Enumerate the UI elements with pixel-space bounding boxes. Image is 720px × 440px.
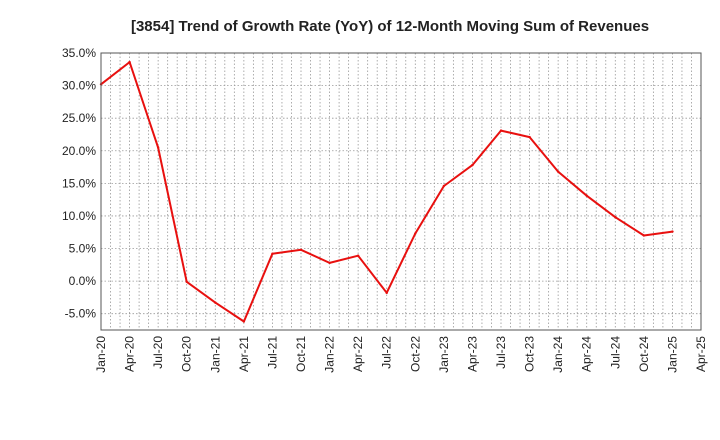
data-point bbox=[442, 184, 446, 188]
data-point bbox=[214, 301, 217, 304]
y-tick-label: 5.0% bbox=[69, 242, 97, 256]
x-tick-label: Apr-20 bbox=[123, 336, 137, 372]
x-tick-label: Jan-22 bbox=[323, 336, 337, 373]
y-tick-label: 15.0% bbox=[62, 176, 96, 190]
data-point bbox=[671, 230, 674, 233]
x-tick-label: Jan-24 bbox=[551, 336, 565, 373]
x-tick-label: Apr-24 bbox=[580, 336, 594, 372]
data-point bbox=[614, 216, 617, 219]
data-point bbox=[271, 252, 274, 255]
x-tick-label: Jan-25 bbox=[665, 336, 679, 373]
x-tick-label: Apr-22 bbox=[351, 336, 365, 372]
x-tick-label: Jul-21 bbox=[265, 336, 279, 369]
data-point bbox=[385, 291, 388, 295]
x-tick-label: Oct-23 bbox=[523, 336, 537, 372]
data-point bbox=[414, 232, 417, 235]
data-point bbox=[156, 146, 160, 149]
data-point bbox=[556, 170, 560, 173]
x-tick-label: Jan-20 bbox=[94, 336, 108, 373]
x-tick-label: Oct-21 bbox=[294, 336, 308, 372]
y-tick-label: 30.0% bbox=[62, 79, 96, 93]
series-layer bbox=[99, 60, 674, 323]
y-tick-label: 20.0% bbox=[62, 144, 96, 158]
y-tick-label: 35.0% bbox=[62, 46, 96, 60]
x-tick-label: Jul-24 bbox=[608, 336, 622, 369]
x-tick-label: Oct-20 bbox=[180, 336, 194, 372]
data-point bbox=[356, 254, 360, 257]
data-point bbox=[499, 129, 503, 132]
x-tick-label: Jul-22 bbox=[380, 336, 394, 369]
x-tick-label: Apr-25 bbox=[694, 336, 708, 372]
data-point bbox=[528, 135, 531, 139]
x-axis: Jan-20 Apr-20 Jul-20 Oct-20 Jan-21 Apr-21 Jul-… bbox=[94, 336, 708, 373]
data-point bbox=[642, 234, 646, 237]
plot-frame bbox=[100, 52, 702, 331]
y-axis: 35.0% 30.0% 25.0% 20.0% 15.0% 10.0% 5.0% 0.0% -5… bbox=[62, 46, 96, 321]
x-tick-label: Jul-20 bbox=[151, 336, 165, 369]
data-point bbox=[471, 163, 474, 167]
x-tick-label: Jan-23 bbox=[437, 336, 451, 373]
chart-title: [3854] Trend of Growth Rate (YoY) of 12-… bbox=[131, 18, 649, 35]
y-tick-label: 0.0% bbox=[69, 274, 97, 288]
data-point bbox=[585, 194, 588, 197]
grid bbox=[100, 52, 701, 330]
x-tick-label: Apr-23 bbox=[465, 336, 479, 372]
data-point bbox=[128, 60, 131, 64]
x-tick-label: Apr-21 bbox=[237, 336, 251, 372]
data-point bbox=[242, 320, 246, 323]
data-point bbox=[185, 280, 188, 283]
y-tick-label: 25.0% bbox=[62, 111, 96, 125]
y-tick-label: 10.0% bbox=[62, 209, 96, 223]
data-point bbox=[299, 248, 303, 252]
x-tick-label: Oct-24 bbox=[637, 336, 651, 372]
x-tick-label: Jul-23 bbox=[494, 336, 508, 369]
x-tick-label: Jan-21 bbox=[208, 336, 222, 373]
x-tick-label: Oct-22 bbox=[408, 336, 422, 372]
data-point bbox=[328, 261, 331, 265]
y-tick-label: -5.0% bbox=[65, 307, 97, 321]
